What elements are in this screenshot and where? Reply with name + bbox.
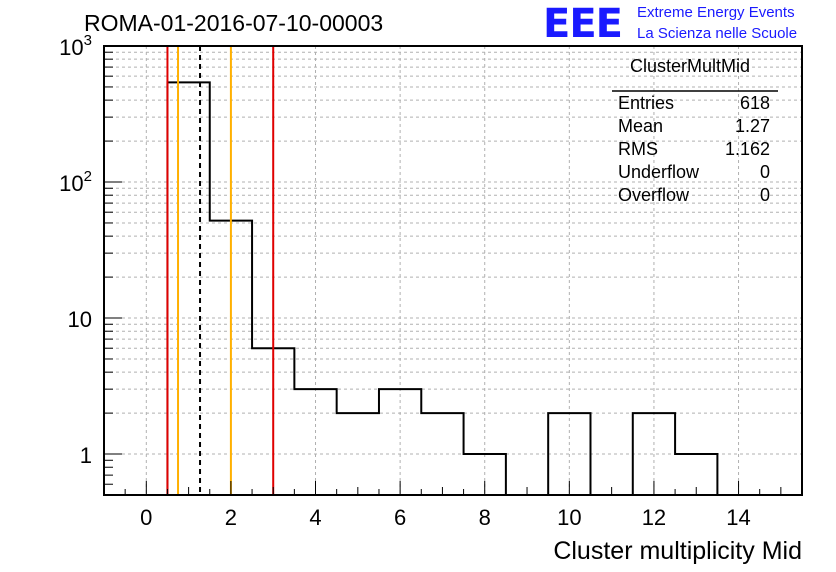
x-tick-label: 2: [225, 505, 237, 530]
y-tick-label: 103: [59, 32, 92, 60]
x-tick-label: 14: [726, 505, 750, 530]
stats-row-label: Entries: [618, 93, 674, 113]
x-axis-title: Cluster multiplicity Mid: [553, 537, 802, 565]
stats-row-value: 618: [740, 93, 770, 113]
x-tick-label: 8: [479, 505, 491, 530]
stats-row-value: 0: [760, 185, 770, 205]
histogram-outline: [166, 81, 719, 496]
x-tick-label: 10: [557, 505, 581, 530]
x-tick-label: 4: [309, 505, 321, 530]
plot-frame: [103, 45, 803, 496]
x-tick-label: 0: [140, 505, 152, 530]
eee-logo: EEE: [543, 1, 623, 47]
x-tick-label: 6: [394, 505, 406, 530]
brand-line-1: Extreme Energy Events: [637, 4, 795, 21]
x-tick-label: 12: [642, 505, 666, 530]
stats-row-value: 1.162: [725, 139, 770, 159]
y-tick-label: 1: [80, 443, 92, 468]
brand-line-2: La Scienza nelle Scuole: [637, 25, 798, 42]
stats-row-label: Mean: [618, 116, 663, 136]
stats-box-title: ClusterMultMid: [630, 56, 750, 76]
stats-row-label: RMS: [618, 139, 658, 159]
run-title: ROMA-01-2016-07-10-00003: [84, 10, 384, 36]
stats-row-value: 1.27: [735, 116, 770, 136]
y-tick-label: 102: [59, 168, 92, 196]
stats-row-label: Underflow: [618, 162, 700, 182]
stats-row-label: Overflow: [618, 185, 690, 205]
y-tick-label: 10: [68, 307, 92, 332]
stats-row-value: 0: [760, 162, 770, 182]
